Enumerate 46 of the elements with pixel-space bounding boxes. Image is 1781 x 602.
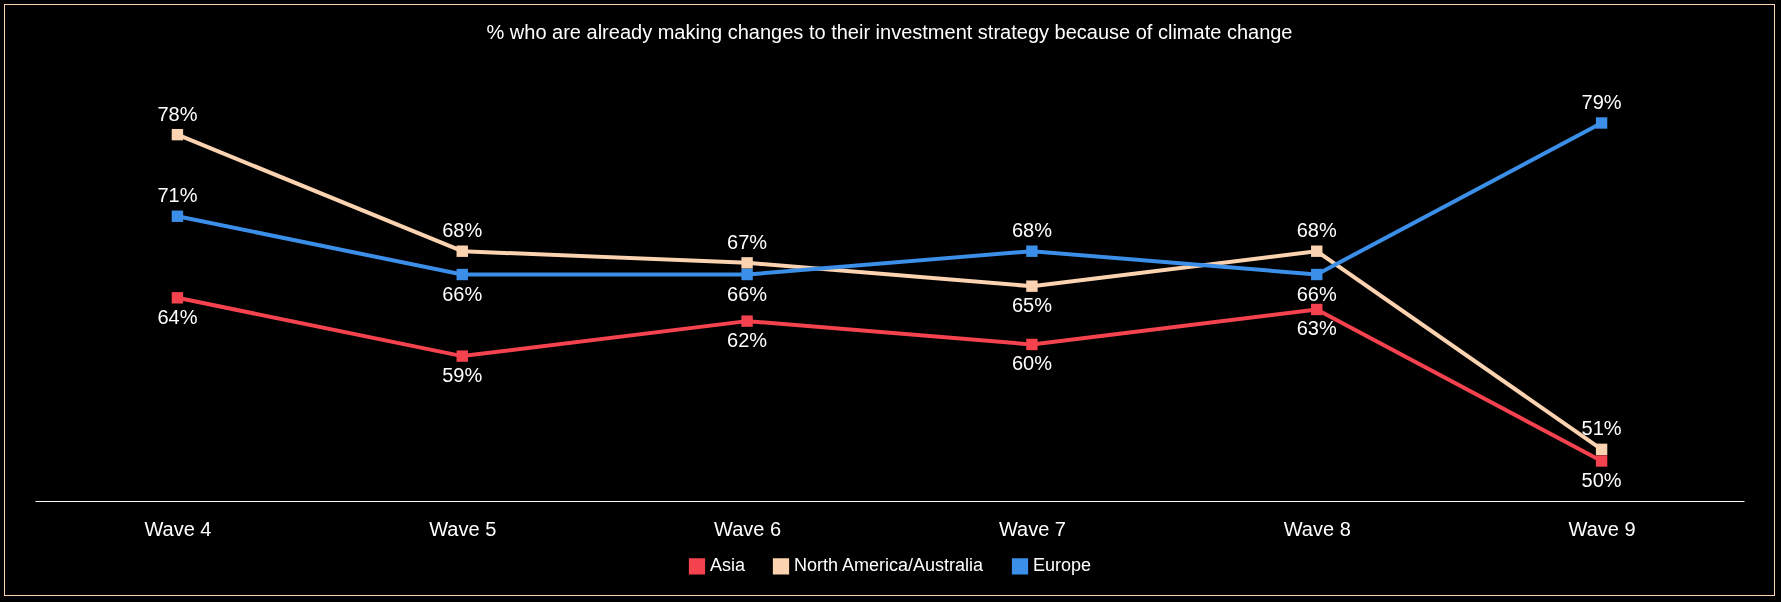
point [1595,117,1608,129]
point [1595,455,1608,467]
point [1026,280,1038,292]
legend-label: Asia [710,555,746,576]
data-label: 79% [1581,91,1622,113]
data-label: 66% [727,282,768,305]
point [741,257,753,269]
data-label: 68% [1296,219,1337,242]
x-tick-label: Wave 5 [429,517,497,540]
point [1595,443,1608,456]
legend-label: North America/Australia [794,555,985,576]
data-label: 71% [157,184,198,207]
data-label: 66% [1296,282,1337,305]
point [1311,303,1323,316]
x-tick-label: Wave 8 [1283,517,1351,540]
legend-label: Europe [1033,555,1092,576]
point [456,268,468,281]
data-label: 50% [1581,469,1622,491]
point [171,128,184,141]
point [1311,245,1323,257]
point [1026,245,1038,257]
point [171,210,184,222]
data-label: 66% [442,282,483,305]
point [456,350,468,362]
point [1311,268,1323,281]
data-label: 62% [727,329,768,352]
point [741,315,753,327]
point [741,268,753,281]
x-tick-label: Wave 7 [998,517,1066,540]
data-label: 68% [442,219,483,242]
data-label: 59% [442,364,483,387]
data-label: 60% [1011,352,1053,375]
point [1026,338,1038,351]
x-tick-label: Wave 9 [1568,517,1636,540]
data-label: 63% [1296,317,1337,340]
x-tick-label: Wave 4 [144,517,212,540]
chart-title: % who are already making changes to their investment strategy because of climate change [486,21,1293,43]
x-tick-label: Wave 6 [714,517,782,540]
data-label: 68% [1011,219,1053,242]
point [456,245,468,257]
data-label: 67% [727,230,768,253]
data-label: 64% [157,305,198,328]
data-label: 78% [157,102,198,125]
point [171,292,184,304]
data-label: 65% [1011,294,1053,317]
data-label: 51% [1581,417,1622,440]
